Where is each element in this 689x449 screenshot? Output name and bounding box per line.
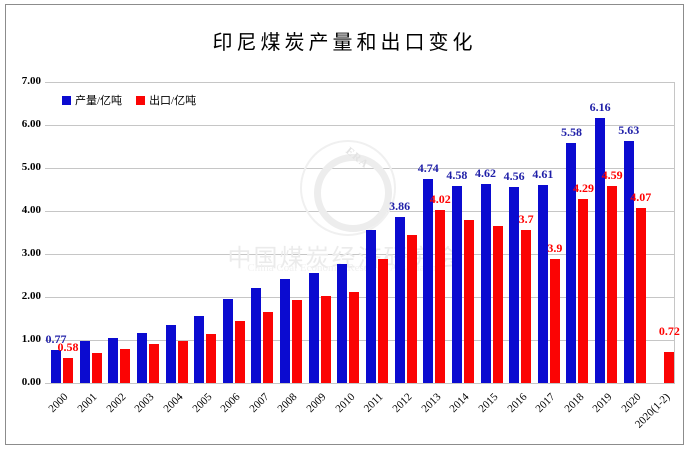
bar-production-2007 — [251, 288, 262, 383]
value-label-export-2016: 3.7 — [518, 212, 534, 227]
bar-export-2018 — [578, 198, 589, 383]
bar-export-2015 — [492, 226, 503, 383]
value-label-export-2017: 3.9 — [547, 241, 563, 256]
bar-production-2013 — [423, 179, 434, 383]
bar-production-2000 — [51, 349, 61, 383]
gridline-4.00 — [45, 210, 675, 212]
bar-production-2020 — [623, 140, 634, 383]
gridline-3.00 — [45, 253, 675, 255]
y-tick-label-5.00: 5.00 — [21, 161, 41, 173]
bar-production-2001 — [79, 341, 90, 383]
y-tick-label-2.00: 2.00 — [21, 290, 41, 302]
y-tick-label-3.00: 3.00 — [21, 247, 41, 259]
x-axis: 2000 2001 2002 2003 2004 2005 2006 2007 2008 2009… — [45, 383, 675, 443]
gridline-2.00 — [45, 296, 675, 298]
bar-production-2014 — [451, 186, 462, 383]
bar-export-2008 — [292, 299, 303, 383]
bar-export-2020 — [635, 208, 646, 383]
legend-label-export: 出口/亿吨 — [149, 95, 197, 107]
bar-export-2005 — [206, 333, 217, 383]
bar-production-2011 — [366, 230, 376, 383]
y-tick-label-4.00: 4.00 — [21, 204, 41, 216]
bar-export-2012 — [406, 234, 417, 383]
legend: 产量/亿吨 出口/亿吨 — [62, 92, 196, 108]
bar-export-2016 — [521, 230, 532, 383]
bar-export-2004 — [177, 340, 188, 383]
bar-production-2019 — [595, 118, 606, 383]
y-axis: 0.00 1.00 2.00 3.00 4.00 5.00 6.00 7.00 — [8, 75, 41, 388]
y-tick-label-1.00: 1.00 — [21, 333, 41, 345]
bar-production-2010 — [337, 264, 348, 383]
y-tick-label-0.00: 0.00 — [21, 376, 41, 388]
export-swatch-icon — [136, 95, 146, 105]
value-label-export-2000: 0.58 — [57, 340, 79, 355]
value-label-production-2015: 4.62 — [475, 166, 497, 181]
plot-right-spine — [674, 82, 675, 383]
y-tick-label-7.00: 7.00 — [21, 75, 41, 87]
value-label-export-2013: 4.02 — [429, 192, 451, 207]
bar-production-2012 — [394, 217, 405, 383]
bar-export-2020(1-2) — [664, 352, 675, 383]
gridline-0.00 — [45, 382, 675, 384]
bar-production-2003 — [136, 332, 147, 383]
bar-production-2016 — [509, 186, 520, 383]
bar-production-2002 — [108, 337, 119, 383]
value-label-export-2020: 4.07 — [630, 190, 652, 204]
chart-title: 印尼煤炭产量和出口变化 — [212, 32, 477, 54]
value-label-export-2020(1-2): 0.72 — [658, 324, 680, 339]
value-label-production-2014: 4.58 — [446, 168, 468, 183]
bar-export-2006 — [234, 320, 245, 383]
gridline-6.00 — [45, 124, 675, 126]
value-label-production-2018: 5.58 — [560, 125, 582, 140]
bar-export-2011 — [378, 259, 388, 383]
bar-export-2017 — [549, 259, 560, 383]
bar-export-2007 — [263, 312, 274, 383]
value-label-production-2019: 6.16 — [589, 100, 611, 115]
value-label-production-2020: 5.63 — [618, 122, 640, 137]
bar-export-2000 — [63, 358, 73, 383]
bar-production-2018 — [566, 143, 577, 383]
bar-production-2005 — [194, 316, 205, 383]
value-label-production-2013: 4.74 — [417, 161, 439, 176]
value-label-production-2000: 0.77 — [45, 331, 67, 346]
value-label-export-2018: 4.29 — [572, 180, 594, 195]
value-label-production-2016: 4.56 — [503, 168, 525, 183]
bar-export-2002 — [120, 348, 131, 383]
legend-item-export: 出口/亿吨 — [136, 92, 196, 108]
gridline-7.00 — [45, 81, 675, 83]
bar-export-2001 — [91, 352, 102, 383]
production-swatch-icon — [62, 95, 71, 105]
bar-production-2017 — [537, 184, 548, 383]
gridline-5.00 — [45, 167, 675, 169]
bar-production-2006 — [222, 299, 233, 383]
bar-production-2004 — [165, 324, 176, 383]
bar-export-2013 — [435, 210, 446, 383]
bar-export-2019 — [607, 185, 618, 383]
gridline-1.00 — [45, 339, 675, 341]
legend-item-production: 产量/亿吨 — [62, 92, 122, 108]
value-label-export-2019: 4.59 — [601, 167, 623, 182]
y-tick-label-6.00: 6.00 — [21, 118, 41, 130]
legend-label-production: 产量/亿吨 — [75, 95, 123, 107]
bar-export-2014 — [463, 219, 474, 383]
plot-area: 0.77 3.86 4.74 4.58 4.62 4.56 4.61 5.58 6.16 5.63… — [45, 81, 680, 384]
value-label-production-2017: 4.61 — [532, 166, 554, 181]
bar-export-2010 — [349, 292, 360, 383]
bar-export-2009 — [320, 296, 331, 383]
bar-export-2003 — [148, 344, 159, 383]
bar-production-2015 — [480, 184, 491, 383]
bar-production-2009 — [308, 272, 319, 383]
bar-production-2008 — [280, 278, 291, 383]
